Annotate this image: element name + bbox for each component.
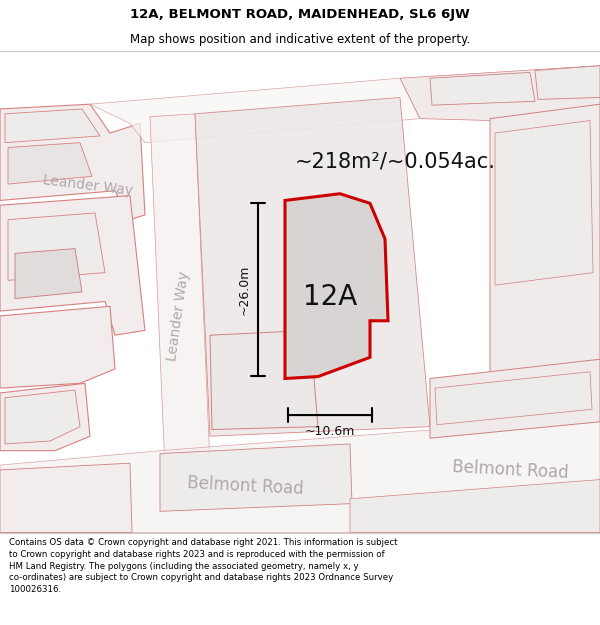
Polygon shape [435,372,592,425]
Polygon shape [0,463,132,532]
Polygon shape [400,66,600,124]
Text: ~218m²/~0.054ac.: ~218m²/~0.054ac. [295,152,496,172]
Polygon shape [430,359,600,438]
Text: Contains OS data © Crown copyright and database right 2021. This information is : Contains OS data © Crown copyright and d… [9,538,398,594]
Text: Belmont Road: Belmont Road [187,474,304,498]
Polygon shape [5,109,100,142]
Polygon shape [0,196,145,335]
Polygon shape [490,104,600,393]
Polygon shape [15,249,82,299]
Polygon shape [150,114,210,470]
Polygon shape [285,194,388,379]
Polygon shape [495,121,593,285]
Text: Leander Way: Leander Way [42,174,134,199]
Polygon shape [90,78,420,142]
Polygon shape [0,417,600,532]
Polygon shape [0,383,90,451]
Polygon shape [210,331,318,429]
Polygon shape [0,104,145,219]
Text: ~26.0m: ~26.0m [238,264,251,314]
Text: Leander Way: Leander Way [165,270,191,362]
Text: 12A, BELMONT ROAD, MAIDENHEAD, SL6 6JW: 12A, BELMONT ROAD, MAIDENHEAD, SL6 6JW [130,8,470,21]
Polygon shape [350,479,600,532]
Polygon shape [535,66,600,99]
Text: 12A: 12A [303,282,357,311]
Polygon shape [8,213,105,281]
Text: Belmont Road: Belmont Road [451,458,569,482]
Polygon shape [195,98,430,436]
Polygon shape [0,306,115,388]
Polygon shape [5,390,80,444]
Polygon shape [8,142,92,184]
Text: Map shows position and indicative extent of the property.: Map shows position and indicative extent… [130,34,470,46]
Polygon shape [160,444,352,511]
Text: ~10.6m: ~10.6m [305,425,355,438]
Polygon shape [430,72,535,105]
